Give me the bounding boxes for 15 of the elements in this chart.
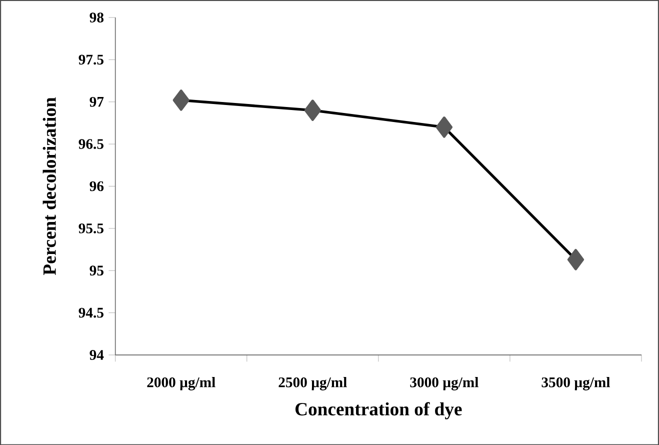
y-tick-label: 95 xyxy=(90,266,104,276)
x-tick-label: 2000 µg/ml xyxy=(147,376,216,390)
y-tick-label: 95.5 xyxy=(78,223,104,234)
x-tick-label: 3000 µg/ml xyxy=(410,376,478,390)
y-tick-label: 96.5 xyxy=(78,138,104,149)
y-axis-title: Percent decolorization xyxy=(42,97,56,275)
y-tick-label: 94 xyxy=(90,350,104,360)
y-tick-label: 97.5 xyxy=(78,54,104,64)
y-tick-label: 98 xyxy=(90,12,104,22)
x-tick-label: 3500 µg/ml xyxy=(542,376,610,390)
y-tick-label: 97 xyxy=(90,96,104,107)
y-tick-label: 96 xyxy=(90,181,104,191)
x-axis-title: Concentration of dye xyxy=(295,402,462,420)
y-tick-label: 94.5 xyxy=(78,308,104,318)
x-tick-label: 2500 µg/ml xyxy=(278,376,347,390)
